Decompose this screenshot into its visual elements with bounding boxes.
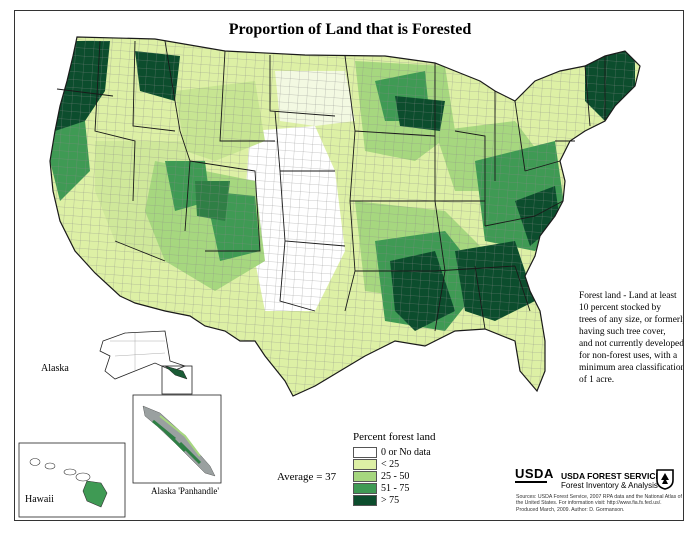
- map-title: Proportion of Land that is Forested: [228, 21, 472, 38]
- legend-label: < 25: [381, 458, 400, 470]
- agency-unit: Forest Inventory & Analysis: [561, 481, 658, 490]
- legend-swatch: [353, 446, 377, 458]
- sources-note: Sources: USDA Forest Service, 2007 RPA d…: [516, 494, 682, 513]
- legend-item: 51 - 75: [353, 482, 473, 494]
- alaska-label: Alaska: [41, 363, 69, 374]
- legend-item: 25 - 50: [353, 470, 473, 482]
- legend-label: 0 or No data: [381, 446, 431, 458]
- legend-swatch: [353, 458, 377, 470]
- legend-swatch: [353, 482, 377, 494]
- legend-label: > 75: [381, 494, 400, 506]
- alaska-panhandle-inset: [132, 394, 222, 484]
- forest-service-shield-icon: [656, 469, 674, 490]
- hawaii-inset: [18, 442, 126, 518]
- legend-label: 51 - 75: [381, 482, 410, 494]
- average-label: Average = 37: [277, 471, 337, 483]
- legend: Percent forest land 0 or No data < 25 25…: [353, 431, 473, 506]
- state-borders: [49, 36, 641, 397]
- legend-swatch: [353, 494, 377, 506]
- forest-land-definition: Forest land - Land at least 10 percent s…: [579, 291, 684, 385]
- legend-label: 25 - 50: [381, 470, 410, 482]
- usda-logo: USDA: [515, 466, 554, 483]
- alaska-panhandle-label: Alaska 'Panhandle': [151, 486, 219, 496]
- alaska-inset: [99, 330, 193, 395]
- legend-item: 0 or No data: [353, 446, 473, 458]
- legend-item: < 25: [353, 458, 473, 470]
- agency-name: USDA FOREST SERVICE: [561, 471, 662, 481]
- agency-block: USDA FOREST SERVICE Forest Inventory & A…: [561, 471, 661, 490]
- legend-swatch: [353, 470, 377, 482]
- legend-item: > 75: [353, 494, 473, 506]
- map-frame: Proportion of Land that is Forested: [14, 10, 684, 521]
- contiguous-us: [49, 36, 641, 397]
- legend-title: Percent forest land: [353, 431, 436, 443]
- hawaii-label: Hawaii: [25, 494, 54, 505]
- us-forest-map: [18, 36, 641, 518]
